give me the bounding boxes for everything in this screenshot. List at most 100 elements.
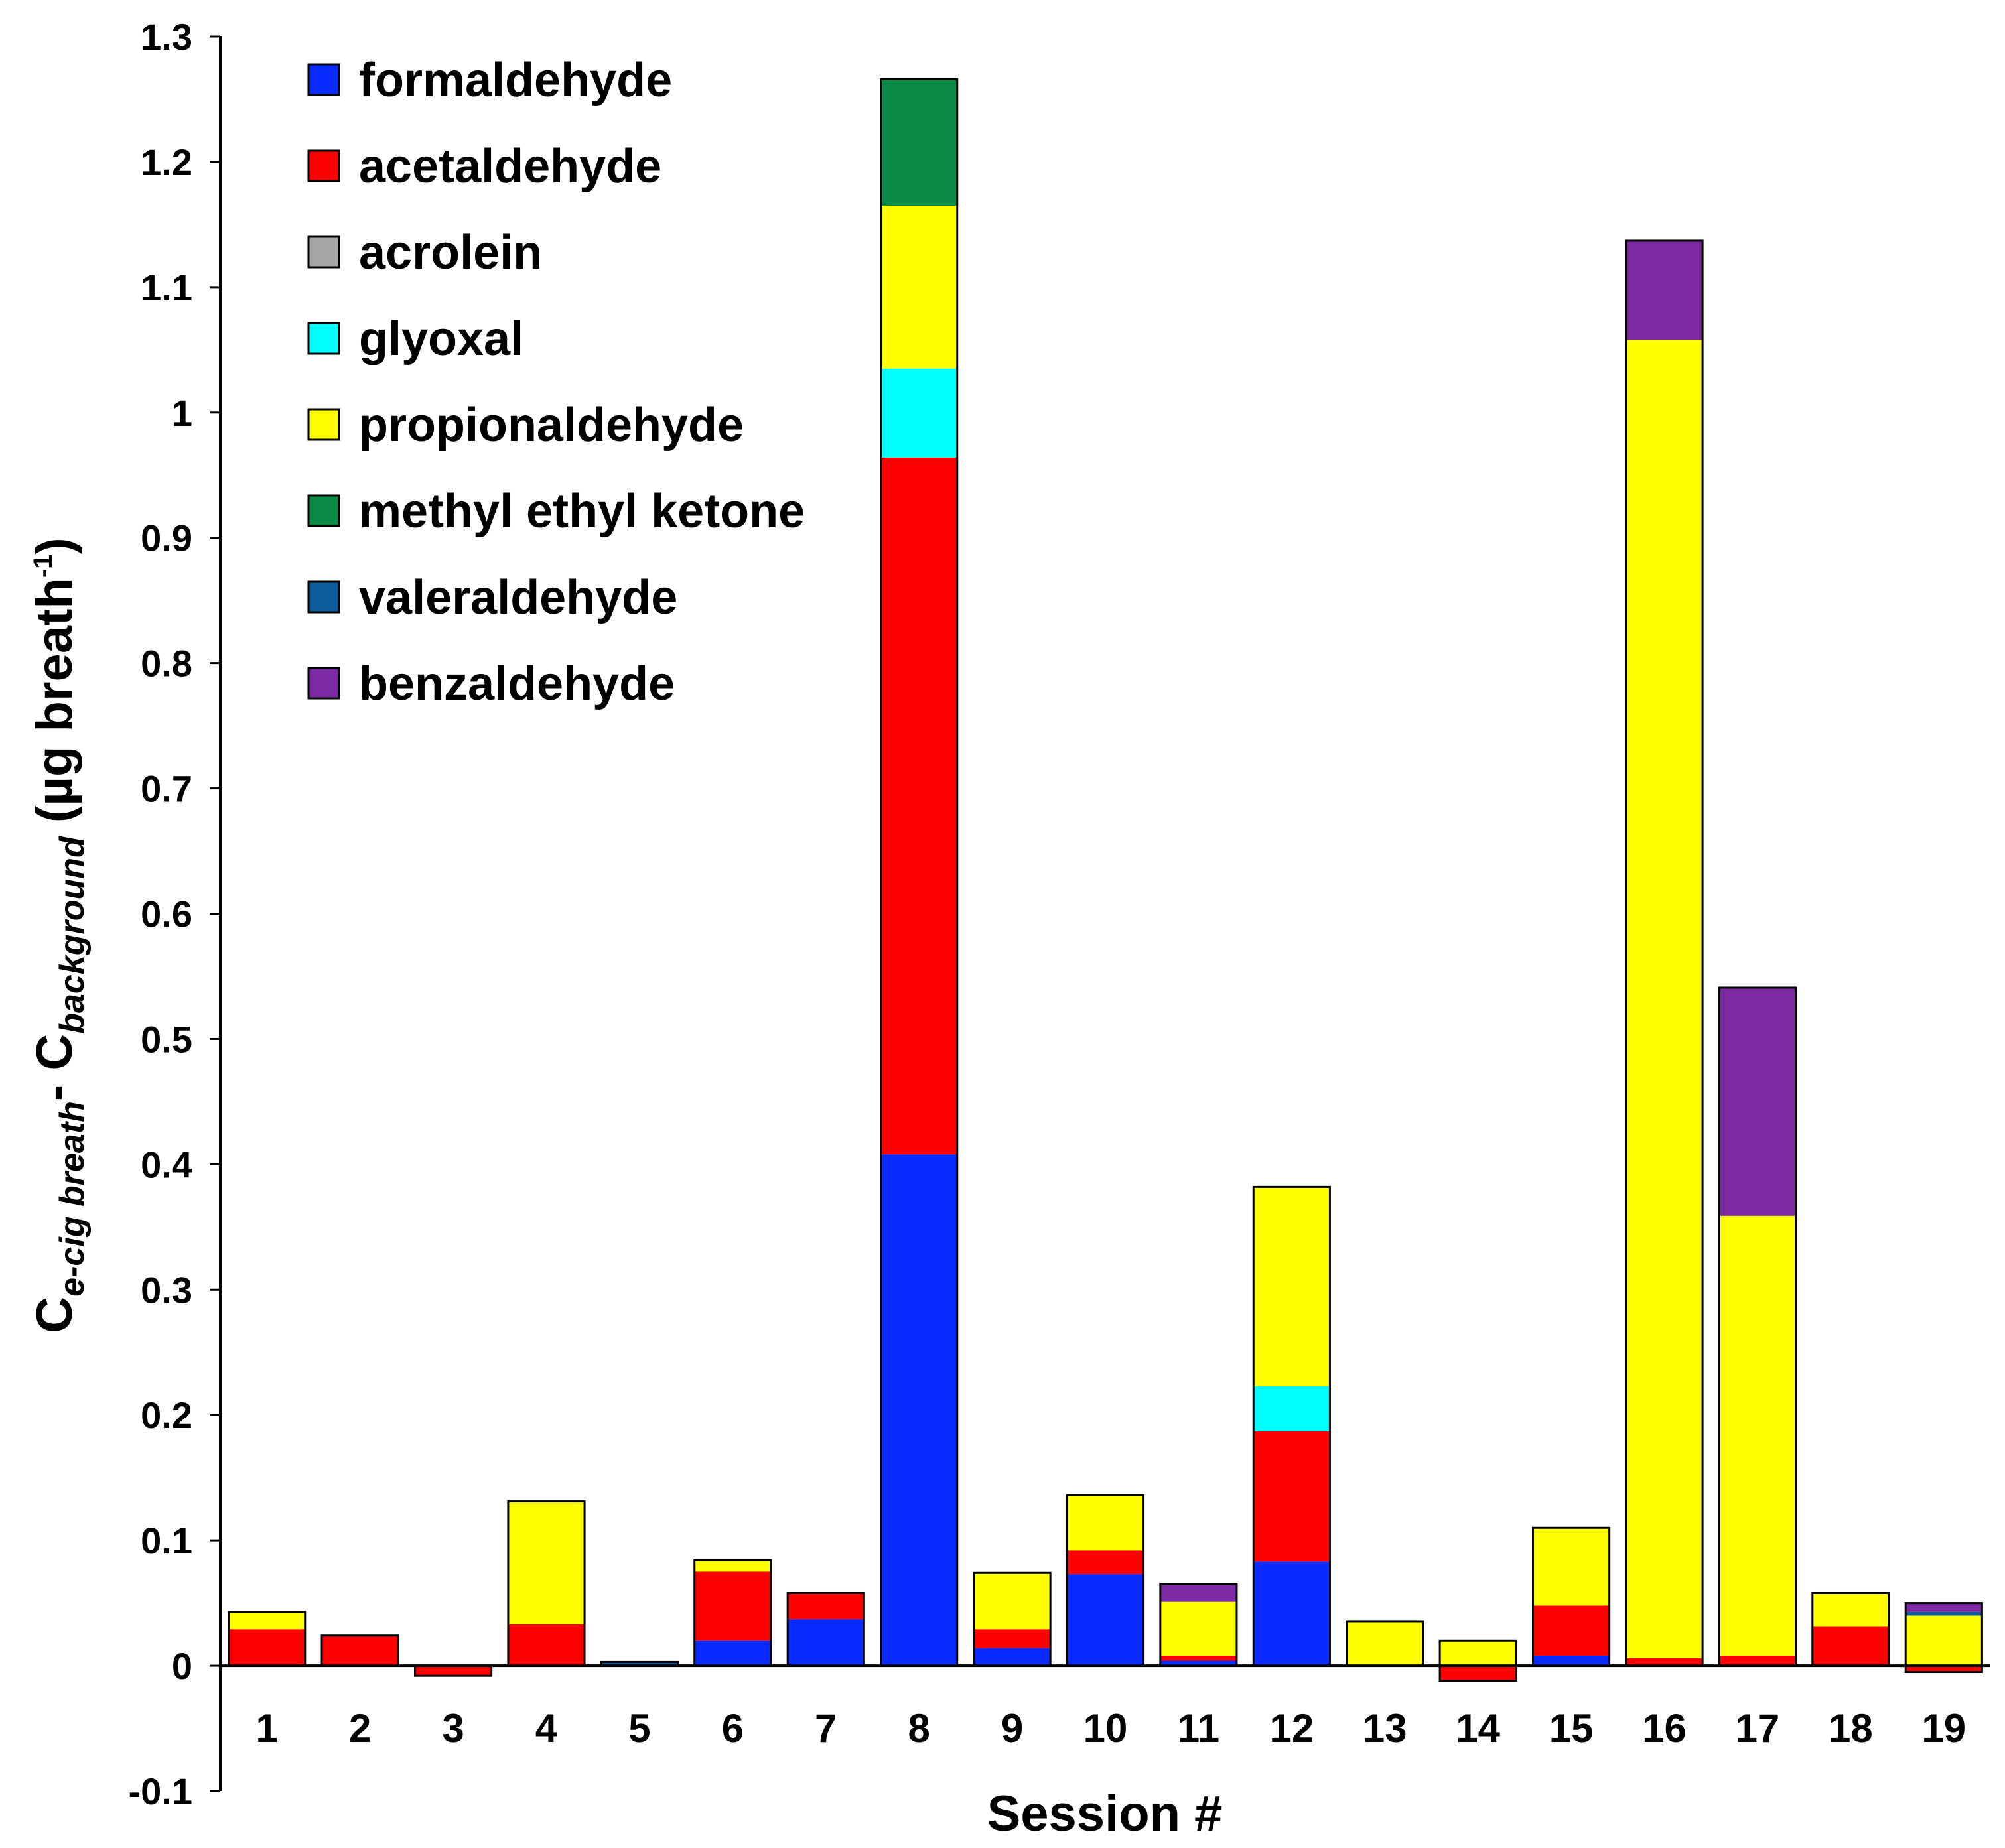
- bar-segment-propionaldehyde-session-4: [508, 1501, 585, 1624]
- bar-segment-acetaldehyde-session-16: [1625, 1658, 1703, 1666]
- y-title-unit-exp: -1: [29, 555, 58, 578]
- bar-segment-acetaldehyde-session-9: [974, 1629, 1051, 1648]
- y-tick-label: 0.9: [141, 517, 192, 559]
- x-tick-label: 10: [1083, 1706, 1128, 1750]
- y-axis-ticks: -0.1 0 0.1 0.2 0.3 0.4 0.5 0.6 0.7 0.8 0.9 1 1.1 1.2 1…: [129, 16, 220, 1812]
- bar-segment-acetaldehyde-session-14: [1440, 1666, 1517, 1681]
- bar-segment-glyoxal-session-8: [880, 368, 957, 458]
- bar-segment-acetaldehyde-session-19: [1905, 1666, 1982, 1672]
- bar-segment-formaldehyde-session-6: [694, 1640, 771, 1666]
- bar-segment-acetaldehyde-session-15: [1533, 1605, 1610, 1656]
- x-tick-label: 5: [628, 1706, 650, 1750]
- x-tick-label: 2: [349, 1706, 371, 1750]
- bar-segment-glyoxal-session-12: [1253, 1386, 1330, 1431]
- x-tick-label: 16: [1642, 1706, 1687, 1750]
- y-title-sub1: e-cig breath: [53, 1101, 92, 1297]
- y-title-unit-open: (µg breath: [27, 578, 83, 836]
- bar-segment-benzaldehyde-session-16: [1625, 240, 1703, 340]
- y-tick-label: 0.3: [141, 1269, 192, 1311]
- legend-swatch-formaldehyde: [307, 63, 340, 96]
- bar-segment-acetaldehyde-session-10: [1067, 1550, 1144, 1575]
- bar-segment-propionaldehyde-session-6: [694, 1560, 771, 1572]
- bar-segment-propionaldehyde-session-12: [1253, 1187, 1330, 1386]
- axes: [219, 36, 1990, 1791]
- bar-stacks: [228, 78, 1983, 1682]
- bar-outline-session-14: [1438, 1639, 1517, 1682]
- y-tick-label: 0.4: [141, 1144, 192, 1185]
- bar-segment-formaldehyde-session-11: [1160, 1660, 1237, 1666]
- y-tick-label: 1.3: [141, 16, 192, 58]
- legend-label: valeraldehyde: [359, 571, 677, 624]
- legend-label: benzaldehyde: [359, 657, 675, 710]
- legend-swatch-acetaldehyde: [307, 149, 340, 182]
- bar-segment-propionaldehyde-session-16: [1625, 340, 1703, 1658]
- bar-outline-session-19: [1904, 1602, 1983, 1674]
- bar-segment-acetaldehyde-session-6: [694, 1571, 771, 1641]
- legend-label: glyoxal: [359, 312, 523, 365]
- bar-segment-formaldehyde-session-8: [880, 1154, 957, 1666]
- bar-segment-formaldehyde-session-10: [1067, 1574, 1144, 1666]
- x-axis-title: Session #: [987, 1786, 1223, 1842]
- legend-swatch-glyoxal: [307, 322, 340, 355]
- x-tick-label: 13: [1363, 1706, 1407, 1750]
- bar-segment-benzaldehyde-session-11: [1160, 1584, 1237, 1602]
- x-tick-label: 3: [442, 1706, 464, 1750]
- bar-segment-acetaldehyde-session-12: [1253, 1431, 1330, 1562]
- legend-swatch-benzaldehyde: [307, 667, 340, 700]
- y-tick-label: 0.7: [141, 768, 192, 810]
- y-title-minus: - C: [27, 1034, 83, 1101]
- legend-label: acetaldehyde: [359, 140, 661, 193]
- bar-segment-acetaldehyde-session-8: [880, 457, 957, 1155]
- bar-segment-acetaldehyde-session-11: [1160, 1655, 1237, 1661]
- y-tick-label: -0.1: [129, 1770, 193, 1812]
- x-tick-label: 15: [1549, 1706, 1594, 1750]
- legend-label: acrolein: [359, 226, 542, 279]
- y-tick-label: 0.8: [141, 643, 192, 685]
- bar-segment-benzaldehyde-session-17: [1719, 987, 1796, 1216]
- bar-segment-valeraldehyde-session-19: [1905, 1611, 1982, 1616]
- x-tick-label: 19: [1921, 1706, 1966, 1750]
- x-tick-label: 4: [535, 1706, 558, 1750]
- x-tick-label: 12: [1269, 1706, 1314, 1750]
- bar-segment-propionaldehyde-session-8: [880, 206, 957, 369]
- bar-segment-acetaldehyde-session-4: [508, 1624, 585, 1666]
- legend-swatch-propionaldehyde: [307, 408, 340, 441]
- y-tick-label: 0.1: [141, 1520, 192, 1561]
- bar-segment-formaldehyde-session-7: [788, 1619, 864, 1666]
- y-tick-label: 0.2: [141, 1394, 192, 1436]
- x-tick-label: 6: [722, 1706, 744, 1750]
- bar-segment-valeraldehyde-session-5: [601, 1662, 678, 1666]
- bar-segment-propionaldehyde-session-19: [1905, 1615, 1982, 1666]
- bar-segment-formaldehyde-session-9: [974, 1648, 1051, 1666]
- bar-segment-acetaldehyde-session-7: [788, 1593, 864, 1620]
- bar-segment-propionaldehyde-session-13: [1346, 1621, 1423, 1666]
- y-title-sub2: background: [53, 836, 92, 1034]
- bar-segment-propionaldehyde-session-9: [974, 1573, 1051, 1630]
- legend: formaldehyde acetaldehyde acrolein glyoxal p…: [307, 54, 805, 710]
- bar-segment-acetaldehyde-session-1: [228, 1629, 305, 1666]
- bar-segment-propionaldehyde-session-18: [1812, 1593, 1889, 1627]
- x-tick-label: 7: [815, 1706, 837, 1750]
- legend-swatch-valeraldehyde: [307, 580, 340, 614]
- x-axis-tick-labels: 1 2 3 4 5 6 7 8 9 10 11 12 13 14 15 16 17 18 19: [256, 1706, 1967, 1750]
- bar-segment-propionaldehyde-session-1: [228, 1611, 305, 1630]
- y-tick-label: 0.5: [141, 1018, 192, 1060]
- x-tick-label: 18: [1829, 1706, 1873, 1750]
- y-title-c1: C: [27, 1297, 83, 1333]
- y-title-unit-close: ): [27, 537, 83, 554]
- y-tick-label: 0: [172, 1645, 192, 1687]
- bar-segment-propionaldehyde-session-11: [1160, 1601, 1237, 1656]
- legend-swatch-methyl-ethyl-ketone: [307, 494, 340, 527]
- x-tick-label: 1: [256, 1706, 278, 1750]
- bar-segment-acetaldehyde-session-18: [1812, 1626, 1889, 1666]
- legend-swatch-acrolein: [307, 235, 340, 269]
- bar-segment-formaldehyde-session-15: [1533, 1655, 1610, 1666]
- bar-segment-propionaldehyde-session-15: [1533, 1528, 1610, 1606]
- bar-segment-acetaldehyde-session-17: [1719, 1655, 1796, 1666]
- x-tick-label: 14: [1456, 1706, 1500, 1750]
- y-tick-label: 1.1: [141, 267, 192, 308]
- x-tick-label: 9: [1001, 1706, 1023, 1750]
- bar-segment-formaldehyde-session-12: [1253, 1561, 1330, 1666]
- x-tick-label: 11: [1178, 1706, 1219, 1750]
